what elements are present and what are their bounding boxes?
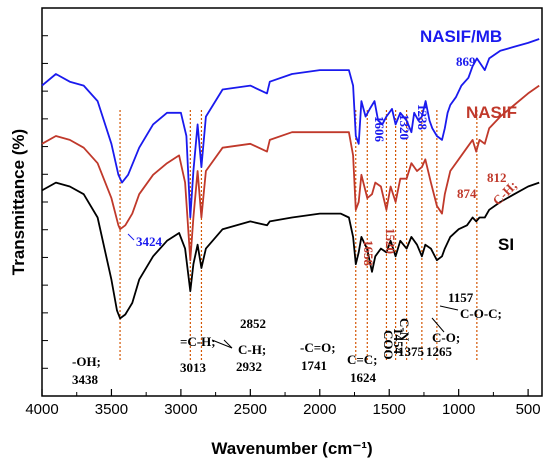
x-tick-label: 1000: [442, 401, 475, 418]
series-line-si: [41, 181, 540, 320]
x-tick-label: 3500: [95, 401, 128, 418]
annotation-leaders: [211, 305, 459, 349]
series-label-si: SI: [498, 235, 514, 254]
annotation-oh-label: -OH;: [72, 354, 101, 369]
annotation-coo-label: COO: [381, 330, 396, 360]
annotation-oh-value: 3438: [72, 372, 99, 387]
peak-guide-lines: [119, 110, 478, 360]
x-tick-label: 1500: [373, 401, 406, 418]
series-layer: [41, 38, 540, 320]
annotation-cc-value: 1624: [350, 370, 377, 385]
annotation-1606: 1606: [372, 116, 387, 143]
annotation-ch-sp2-value: 3013: [180, 360, 207, 375]
annotation-ch-value: 2932: [236, 359, 262, 374]
axis-ticks: 4000 3500 3000 2500 2000 1500 1000 500: [25, 35, 541, 418]
annotation-coc-value: 1157: [448, 290, 474, 305]
annotation-874: 874: [457, 186, 477, 201]
annotation-co-label: -C=O;: [300, 340, 336, 355]
leader-coc: [439, 305, 459, 311]
annotation-812: 812: [487, 170, 507, 185]
annotation-ch-sp2-label: =C-H;: [180, 334, 216, 349]
leader-co-ether: [431, 317, 445, 333]
series-label-nasif: NASIF: [466, 103, 517, 122]
leader-ch: [211, 339, 233, 349]
annotation-1320: 1320: [397, 114, 412, 140]
x-axis-title: Wavenumber (cm⁻¹): [211, 439, 372, 458]
x-tick-label: 2000: [303, 401, 336, 418]
x-tick-label: 500: [516, 401, 541, 418]
annotation-co-ether-label: C-O;: [432, 330, 460, 345]
annotation-ch-label: C-H;: [238, 342, 266, 357]
annotation-2852: 2852: [240, 316, 266, 331]
x-tick-label: 4000: [25, 401, 58, 418]
series-label-nasif-mb: NASIF/MB: [420, 27, 502, 46]
series-line-nasif-mb: [41, 38, 540, 219]
annotation-coo-value: 1454: [391, 328, 406, 355]
leader-ch-b: [223, 339, 233, 349]
annotation-cc-label: C=C;: [347, 352, 378, 367]
annotation-1658: 1658: [361, 240, 376, 267]
annotation-cn-value: 1375: [398, 344, 425, 359]
annotation-co-value: 1741: [301, 358, 327, 373]
x-tick-label: 2500: [234, 401, 267, 418]
annotation-1238: 1238: [415, 104, 430, 131]
annotation-869: 869: [456, 54, 476, 69]
y-axis-title: Transmittance (%): [9, 129, 28, 275]
series-line-nasif: [41, 84, 540, 262]
x-tick-label: 3000: [164, 401, 197, 418]
annotation-co-ether-value: 1265: [426, 344, 453, 359]
annotation-leaders-blue: [127, 233, 135, 241]
annotation-cn-label: C-N: [397, 318, 412, 342]
annotation-1520: 1520: [383, 228, 398, 254]
leader-3424: [127, 233, 135, 241]
annotation-3424: 3424: [136, 234, 163, 249]
annotation-coc-label: C-O-C;: [460, 306, 502, 321]
